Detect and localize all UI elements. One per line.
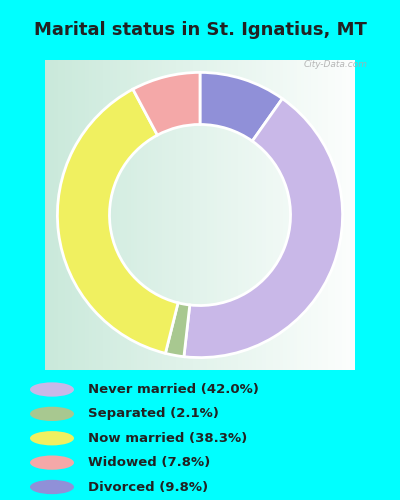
Wedge shape	[58, 89, 178, 353]
Text: Separated (2.1%): Separated (2.1%)	[88, 408, 219, 420]
Text: Widowed (7.8%): Widowed (7.8%)	[88, 456, 210, 469]
Circle shape	[30, 431, 74, 446]
Wedge shape	[184, 98, 342, 358]
Text: Now married (38.3%): Now married (38.3%)	[88, 432, 247, 445]
Wedge shape	[133, 72, 200, 135]
Text: City-Data.com: City-Data.com	[303, 60, 367, 69]
Circle shape	[30, 480, 74, 494]
Circle shape	[30, 382, 74, 396]
Circle shape	[30, 456, 74, 470]
Text: Never married (42.0%): Never married (42.0%)	[88, 383, 259, 396]
Text: Marital status in St. Ignatius, MT: Marital status in St. Ignatius, MT	[34, 21, 366, 39]
Wedge shape	[166, 303, 190, 356]
Circle shape	[30, 406, 74, 421]
Text: Divorced (9.8%): Divorced (9.8%)	[88, 480, 208, 494]
Wedge shape	[200, 72, 282, 141]
